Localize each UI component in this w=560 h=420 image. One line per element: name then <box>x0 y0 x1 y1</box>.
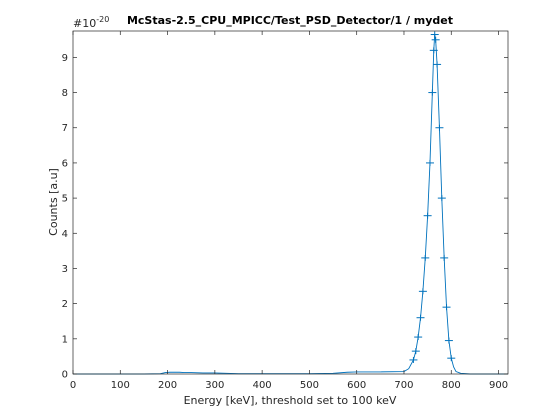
plot-title: McStas-2.5_CPU_MPICC/Test_PSD_Detector/1… <box>127 14 453 27</box>
x-tick-label: 600 <box>347 380 366 391</box>
y-axis-label: Counts [a.u] <box>47 168 60 236</box>
x-tick-label: 800 <box>442 380 461 391</box>
x-tick-label: 700 <box>394 380 413 391</box>
y-tick-label: 0 <box>62 370 68 381</box>
x-tick-label: 200 <box>158 380 177 391</box>
y-tick-label: 6 <box>62 158 68 169</box>
y-tick-label: 5 <box>62 194 68 205</box>
x-tick-label: 400 <box>253 380 272 391</box>
y-exponent-power: -20 <box>96 15 109 24</box>
y-tick-label: 8 <box>62 88 68 99</box>
y-tick-label: 3 <box>62 264 68 275</box>
y-exponent-base: #10 <box>73 17 96 30</box>
y-tick-label: 7 <box>62 123 68 134</box>
y-tick-label: 9 <box>62 53 68 64</box>
x-tick-label: 900 <box>489 380 508 391</box>
x-axis-label: Energy [keV], threshold set to 100 keV <box>184 394 397 407</box>
y-tick-label: 1 <box>62 334 68 345</box>
x-tick-label: 300 <box>205 380 224 391</box>
plot-area <box>73 31 508 374</box>
x-tick-label: 500 <box>300 380 319 391</box>
y-tick-label: 4 <box>62 229 68 240</box>
y-tick-label: 2 <box>62 299 68 310</box>
x-tick-label: 100 <box>111 380 130 391</box>
x-tick-label: 0 <box>70 380 76 391</box>
